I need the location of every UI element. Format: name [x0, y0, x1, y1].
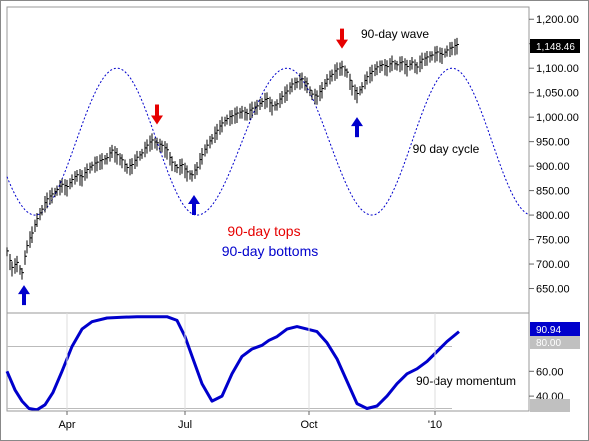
momentum-label: 90-day momentum	[416, 374, 516, 388]
price-tick-label: 650.00	[536, 284, 570, 296]
price-tick-label: 1,000.00	[536, 112, 579, 124]
x-axis: Apr Jul Oct '10	[7, 313, 529, 431]
down-arrow-shaft	[155, 104, 159, 117]
price-tick-label: 800.00	[536, 210, 570, 222]
down-arrow-icon	[151, 115, 163, 125]
momentum-value-badge	[530, 322, 580, 336]
up-arrow-shaft	[355, 125, 359, 138]
cycle-arrows	[18, 28, 363, 306]
x-tick-label: Jul	[178, 419, 192, 431]
price-tick-label: 750.00	[536, 235, 570, 247]
price-tick-label: 950.00	[536, 137, 570, 149]
price-tick-label: 700.00	[536, 259, 570, 271]
down-arrow-icon	[336, 39, 348, 49]
tops-label: 90-day tops	[227, 223, 300, 239]
x-tick-label: '10	[428, 419, 442, 431]
up-arrow-shaft	[192, 203, 196, 216]
price-panel: 1,200.001,150.001,100.001,050.001,000.00…	[6, 6, 580, 314]
up-arrow-shaft	[22, 293, 26, 306]
cycle-label: 90 day cycle	[413, 142, 480, 156]
price-tick-label: 850.00	[536, 186, 570, 198]
up-arrow-icon	[351, 117, 363, 127]
down-arrow-shaft	[340, 28, 344, 41]
last-price-badge	[530, 39, 580, 53]
wave-label: 90-day wave	[361, 27, 429, 41]
ref80-badge	[530, 336, 580, 349]
x-tick-label: Apr	[58, 419, 75, 431]
x-tick-label: Oct	[300, 419, 317, 431]
bottoms-label: 90-day bottoms	[222, 243, 319, 259]
x-axis-ticks: Apr Jul Oct '10	[58, 313, 442, 431]
momentum-value-label: 90.94	[536, 325, 561, 336]
last-price-label: 1,148.46	[536, 42, 575, 53]
ref30-badge	[530, 399, 570, 412]
momentum-tick-label: 60.00	[536, 366, 564, 378]
price-bars	[6, 37, 459, 280]
price-tick-label: 900.00	[536, 161, 570, 173]
cycle-wave-line	[6, 67, 530, 216]
up-arrow-icon	[18, 285, 30, 295]
price-tick-label: 1,200.00	[536, 14, 579, 26]
price-tick-label: 1,050.00	[536, 88, 579, 100]
ref80-label: 80.00	[536, 338, 561, 349]
up-arrow-icon	[188, 195, 200, 205]
price-tick-label: 1,100.00	[536, 63, 579, 75]
